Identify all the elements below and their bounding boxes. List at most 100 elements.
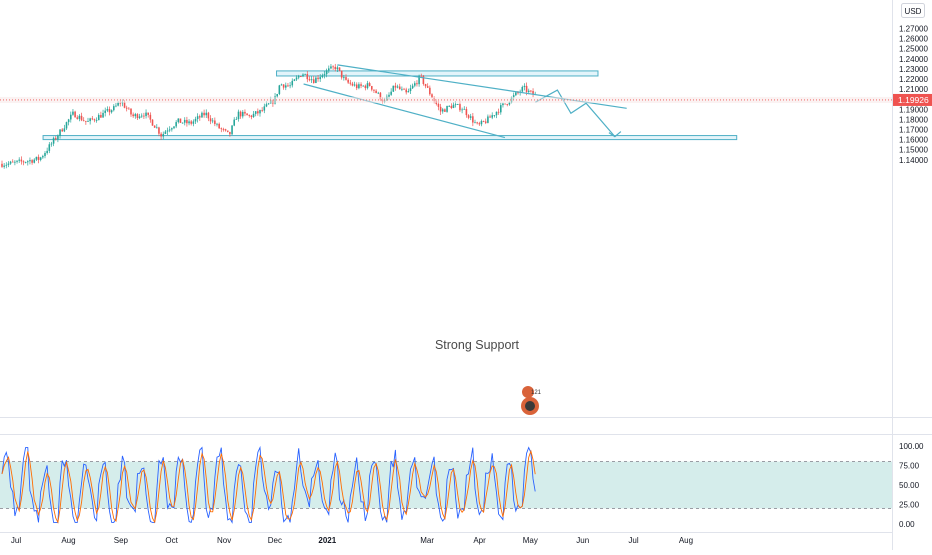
candle-body bbox=[11, 161, 14, 163]
candle-body bbox=[291, 80, 294, 86]
time-tick-label: Oct bbox=[165, 536, 178, 545]
candle-body bbox=[368, 83, 371, 87]
candle-body bbox=[201, 112, 203, 118]
support-zone[interactable] bbox=[42, 135, 738, 141]
candle-body bbox=[465, 108, 468, 116]
candle-body bbox=[312, 79, 315, 83]
candle-body bbox=[517, 92, 519, 94]
candle-body bbox=[278, 85, 281, 95]
candle-body bbox=[418, 75, 420, 85]
candle-body bbox=[37, 156, 40, 160]
projected-price-path[interactable] bbox=[535, 89, 616, 137]
current-price-label: 1.19926 bbox=[898, 95, 929, 105]
candle-body bbox=[429, 87, 431, 95]
candle-body bbox=[59, 129, 61, 136]
candle-body bbox=[285, 85, 287, 88]
candle-body bbox=[360, 84, 362, 86]
currency-label-box[interactable] bbox=[901, 3, 925, 18]
candle-body bbox=[328, 68, 330, 71]
candle-body bbox=[50, 143, 53, 145]
candle-body bbox=[134, 114, 137, 117]
price-tick-label: 1.17000 bbox=[899, 126, 928, 135]
candle-body bbox=[420, 75, 423, 77]
candle-body bbox=[334, 66, 337, 70]
candle-body bbox=[233, 119, 235, 126]
candle-body bbox=[203, 112, 205, 116]
candle-body bbox=[484, 121, 487, 123]
resistance-zone[interactable] bbox=[276, 70, 599, 77]
time-tick-label: Mar bbox=[420, 536, 434, 545]
candle-body bbox=[9, 161, 12, 164]
price-tick-label: 1.14000 bbox=[899, 156, 928, 165]
candle-body bbox=[358, 84, 360, 89]
projection-arrowhead bbox=[608, 131, 622, 138]
stochastic-tick-label: 75.00 bbox=[899, 462, 920, 471]
price-axis: 1.270001.260001.250001.240001.230001.220… bbox=[899, 25, 928, 165]
logo-badge-text: 121 bbox=[531, 390, 542, 396]
candle-body bbox=[508, 102, 511, 105]
candle-body bbox=[289, 85, 291, 87]
candle-body bbox=[263, 106, 266, 111]
candle-body bbox=[362, 85, 364, 87]
candle-body bbox=[474, 122, 476, 124]
candle-body bbox=[478, 123, 481, 125]
candle-body bbox=[153, 125, 156, 128]
candle-body bbox=[405, 89, 407, 93]
candle-body bbox=[426, 86, 429, 88]
candle-body bbox=[192, 121, 195, 124]
candle-body bbox=[502, 103, 504, 106]
candle-body bbox=[431, 94, 433, 98]
candle-body bbox=[437, 103, 440, 107]
candle-body bbox=[209, 118, 212, 122]
candle-body bbox=[166, 130, 169, 132]
stochastic-tick-label: 100.00 bbox=[899, 442, 924, 451]
candle-body bbox=[85, 120, 87, 122]
candle-body bbox=[67, 119, 70, 123]
candle-body bbox=[52, 138, 55, 144]
candle-body bbox=[24, 162, 27, 163]
price-tick-label: 1.21000 bbox=[899, 85, 928, 94]
candle-body bbox=[257, 111, 259, 114]
candle-body bbox=[441, 109, 444, 112]
logo-disc-top bbox=[522, 386, 534, 398]
candle-body bbox=[80, 115, 83, 121]
candle-body bbox=[181, 122, 184, 124]
price-tick-label: 1.16000 bbox=[899, 136, 928, 145]
candle-body bbox=[242, 111, 244, 117]
candle-body bbox=[190, 121, 192, 124]
stochastic-tick-label: 25.00 bbox=[899, 501, 920, 510]
channel-lower-trendline[interactable] bbox=[303, 83, 506, 139]
candle-body bbox=[226, 130, 229, 132]
candle-body bbox=[254, 111, 257, 114]
price-tick-label: 1.25000 bbox=[899, 45, 928, 54]
candle-body bbox=[276, 94, 278, 97]
candle-body bbox=[46, 150, 48, 154]
candle-body bbox=[3, 165, 5, 167]
candle-body bbox=[61, 129, 63, 132]
price-tick-label: 1.24000 bbox=[899, 55, 928, 64]
candle-body bbox=[130, 108, 132, 115]
candle-body bbox=[373, 89, 375, 91]
price-tick-label: 1.19000 bbox=[899, 105, 928, 114]
candle-body bbox=[267, 103, 270, 105]
candle-body bbox=[74, 111, 76, 118]
candle-body bbox=[117, 102, 119, 106]
candle-body bbox=[332, 66, 334, 68]
candle-body bbox=[392, 85, 395, 92]
candle-body bbox=[70, 114, 72, 120]
candle-body bbox=[469, 116, 472, 118]
candle-body bbox=[76, 117, 79, 119]
candle-body bbox=[123, 102, 126, 108]
candle-body bbox=[44, 153, 46, 157]
candle-body bbox=[480, 121, 483, 125]
candle-body bbox=[235, 119, 238, 120]
candle-body bbox=[196, 116, 199, 119]
candle-body bbox=[297, 76, 300, 78]
candle-body bbox=[407, 91, 410, 93]
candle-body bbox=[394, 85, 397, 88]
candle-body bbox=[308, 79, 311, 81]
candle-body bbox=[444, 109, 446, 112]
candle-body bbox=[138, 116, 141, 119]
time-tick-label: May bbox=[523, 536, 538, 545]
